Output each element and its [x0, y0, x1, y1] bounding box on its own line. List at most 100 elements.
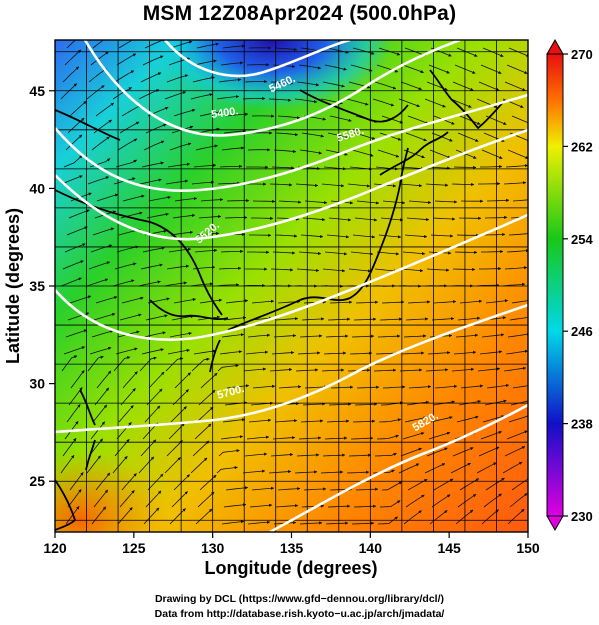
streamline-arrow [398, 98, 421, 108]
streamline-arrow [450, 462, 471, 474]
streamline-arrow [67, 489, 82, 508]
streamline-arrow [509, 492, 528, 508]
streamline-arrow [399, 183, 423, 188]
streamline-arrow [243, 367, 267, 372]
streamline-arrow [220, 435, 244, 440]
streamline-arrow [87, 355, 104, 372]
streamline-arrow [273, 334, 297, 338]
streamline-arrow [143, 507, 160, 525]
streamline-arrow [322, 268, 346, 273]
streamline-arrow [63, 346, 86, 355]
streamline-arrow [381, 300, 405, 304]
streamline-arrow [252, 384, 276, 389]
streamline-arrow [217, 364, 239, 372]
streamline-arrow [508, 47, 528, 57]
streamline-arrow [481, 149, 503, 159]
colorbar-scale [546, 53, 564, 517]
streamline-arrow [506, 249, 528, 253]
streamline-arrow [511, 115, 528, 124]
streamline-arrow [402, 251, 426, 256]
streamline-arrow [170, 230, 194, 236]
contour-5520 [55, 93, 528, 192]
streamline-arrow [112, 87, 132, 100]
streamline-arrow [425, 183, 449, 187]
drawing-credit: Drawing by DCL (https://www.gfd−dennou.o… [154, 593, 445, 605]
streamline-arrow [198, 214, 222, 219]
streamline-arrow [116, 53, 137, 66]
streamline-arrow [459, 299, 483, 304]
streamline-arrow [349, 351, 373, 355]
streamline-arrow [350, 251, 374, 256]
streamline-arrow [450, 98, 472, 108]
streamline-arrow [192, 440, 210, 457]
streamline-arrow [328, 402, 352, 406]
streamline-arrow [452, 81, 474, 91]
streamline-arrow [508, 231, 528, 236]
streamline-arrow [350, 64, 373, 72]
streamline-arrow [174, 197, 198, 202]
streamline-arrow [275, 504, 299, 508]
contour-label: 5400. [210, 105, 239, 121]
streamline-arrow [269, 368, 293, 372]
streamline-arrow [141, 161, 164, 168]
streamline-arrow [374, 81, 397, 90]
streamline-arrow [484, 215, 508, 220]
colorbar-tick-label: 254 [571, 232, 593, 247]
streamline-arrow [326, 234, 350, 239]
streamline-arrow [400, 268, 424, 273]
streamline-arrow [195, 144, 218, 151]
streamline-arrow [480, 431, 503, 440]
streamline-arrow [482, 232, 506, 237]
streamline-arrow [69, 100, 87, 117]
streamline-arrow [376, 434, 399, 440]
x-tick-label: 150 [516, 540, 540, 556]
streamline-arrow [196, 42, 219, 49]
streamline-arrow [96, 370, 112, 389]
streamline-arrow [457, 132, 479, 142]
streamline-arrow [190, 282, 214, 287]
streamline-arrow [508, 414, 528, 423]
streamline-arrow [298, 251, 322, 256]
streamline-arrow [377, 334, 401, 338]
streamline-arrow [354, 402, 378, 406]
streamline-arrow [139, 356, 157, 372]
streamline-arrow [301, 317, 325, 321]
streamline-arrow [114, 262, 137, 270]
streamline-arrow [273, 149, 297, 154]
streamline-arrow [485, 299, 509, 304]
streamline-arrow [325, 149, 348, 156]
x-tick-label: 125 [122, 540, 146, 556]
streamline-arrow [479, 350, 503, 355]
streamline-arrow [408, 200, 432, 205]
streamline-arrow [95, 102, 115, 117]
streamline-arrow [325, 521, 349, 525]
streamline-arrow [218, 266, 242, 270]
streamline-arrow [66, 226, 88, 236]
x-tick-label: 130 [201, 540, 225, 556]
streamline-arrow [70, 370, 85, 389]
streamline-arrow [324, 64, 347, 71]
streamline-arrow [171, 491, 188, 508]
streamline-arrow [144, 405, 161, 423]
streamline-arrow [217, 181, 241, 185]
streamline-arrow [352, 234, 376, 239]
x-tick-label: 145 [437, 540, 461, 556]
streamline-arrow [299, 149, 323, 155]
streamline-arrow [377, 149, 400, 158]
streamline-arrow [452, 267, 476, 272]
streamline-arrow [374, 452, 397, 457]
streamline-arrow [220, 249, 244, 253]
streamline-arrow [405, 317, 429, 321]
streamline-arrow [251, 486, 275, 491]
streamline-arrow [193, 349, 217, 355]
streamline-arrow [122, 371, 138, 389]
streamline-arrow [170, 406, 187, 423]
streamline-arrow [121, 473, 137, 491]
streamline-arrow [274, 419, 298, 423]
streamline-arrow [502, 282, 526, 287]
streamline-arrow [66, 404, 81, 423]
streamline-arrow [297, 351, 321, 355]
streamline-arrow [113, 356, 131, 372]
streamline-arrow [96, 193, 119, 202]
